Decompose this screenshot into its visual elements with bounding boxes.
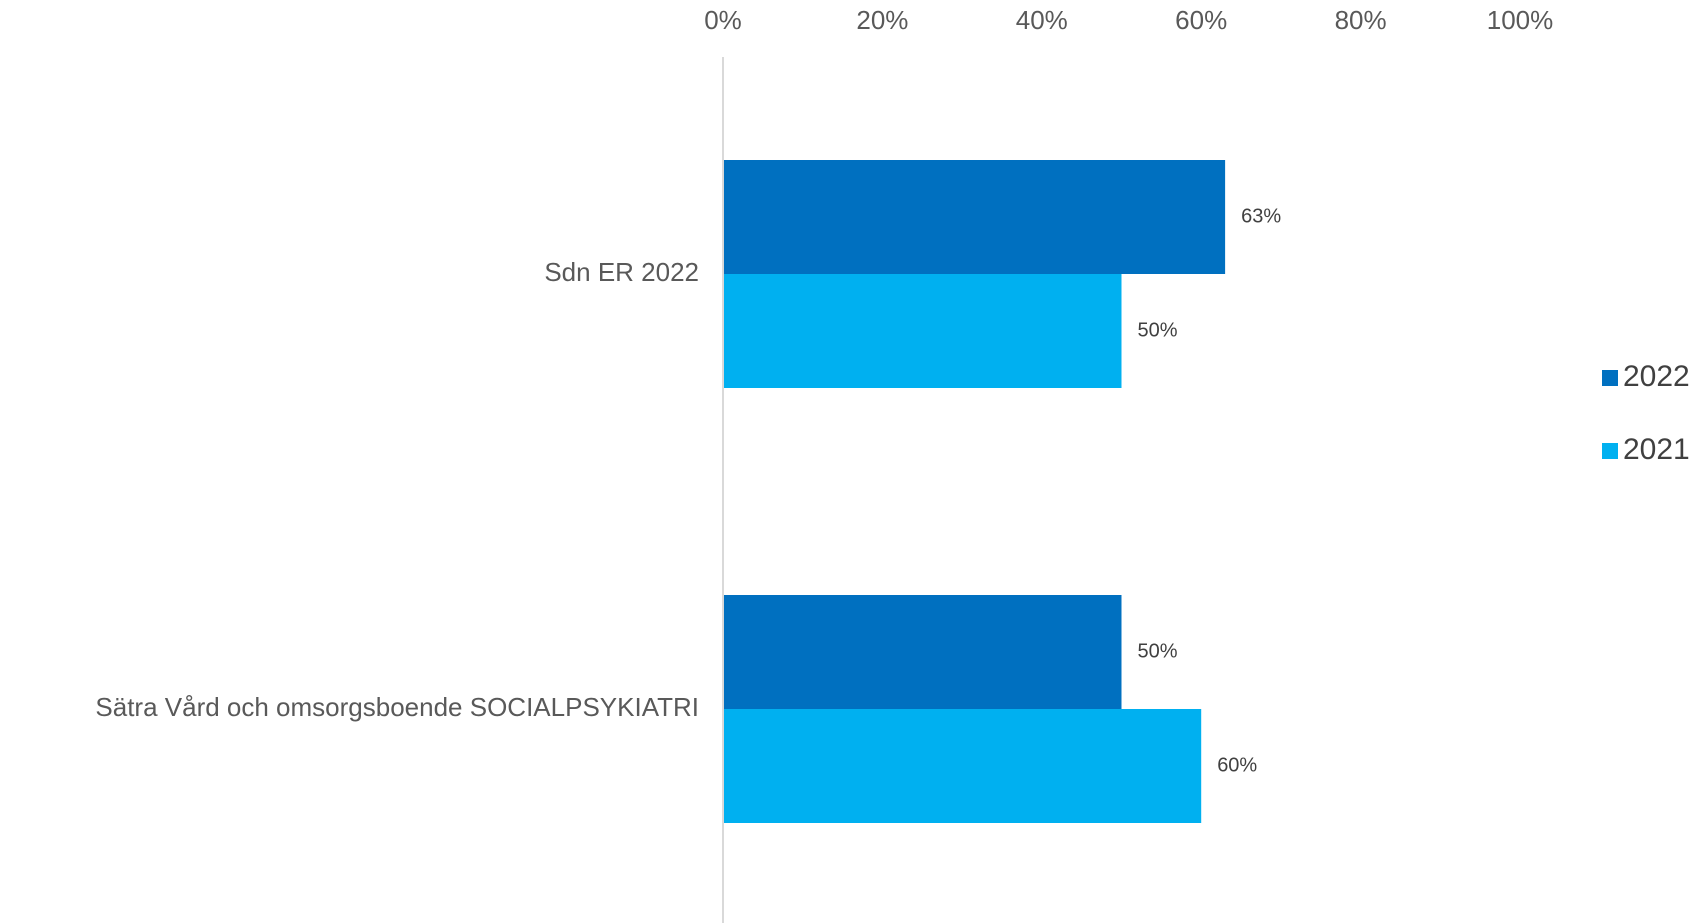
x-tick-label: 100%: [1487, 5, 1554, 35]
data-label: 60%: [1217, 754, 1257, 776]
bar-2022: [724, 595, 1122, 709]
bar-2022: [724, 160, 1226, 274]
x-tick-label: 80%: [1335, 5, 1387, 35]
x-axis-ticks: 0% 20% 40% 60% 80% 100%: [704, 5, 1553, 35]
data-label: 63%: [1241, 205, 1281, 227]
x-tick-label: 0%: [704, 5, 742, 35]
x-tick-label: 60%: [1175, 5, 1227, 35]
data-label: 50%: [1138, 319, 1178, 341]
legend-swatch: [1602, 370, 1618, 386]
bar-2021: [724, 274, 1122, 388]
x-tick-label: 20%: [856, 5, 908, 35]
legend-label: 2021: [1623, 433, 1690, 466]
data-label: 50%: [1138, 640, 1178, 662]
bars: [724, 160, 1226, 823]
legend-label: 2022: [1623, 360, 1690, 393]
data-labels: 63% 50% 50% 60%: [1138, 205, 1282, 776]
category-labels: Sdn ER 2022 Sätra Vård och omsorgsboende …: [95, 257, 699, 722]
category-label: Sdn ER 2022: [544, 257, 699, 287]
x-tick-label: 40%: [1016, 5, 1068, 35]
bar-2021: [724, 709, 1202, 823]
category-label: Sätra Vård och omsorgsboende SOCIALPSYKI…: [95, 692, 699, 722]
legend: 2022 2021: [1602, 360, 1690, 466]
legend-swatch: [1602, 443, 1618, 459]
